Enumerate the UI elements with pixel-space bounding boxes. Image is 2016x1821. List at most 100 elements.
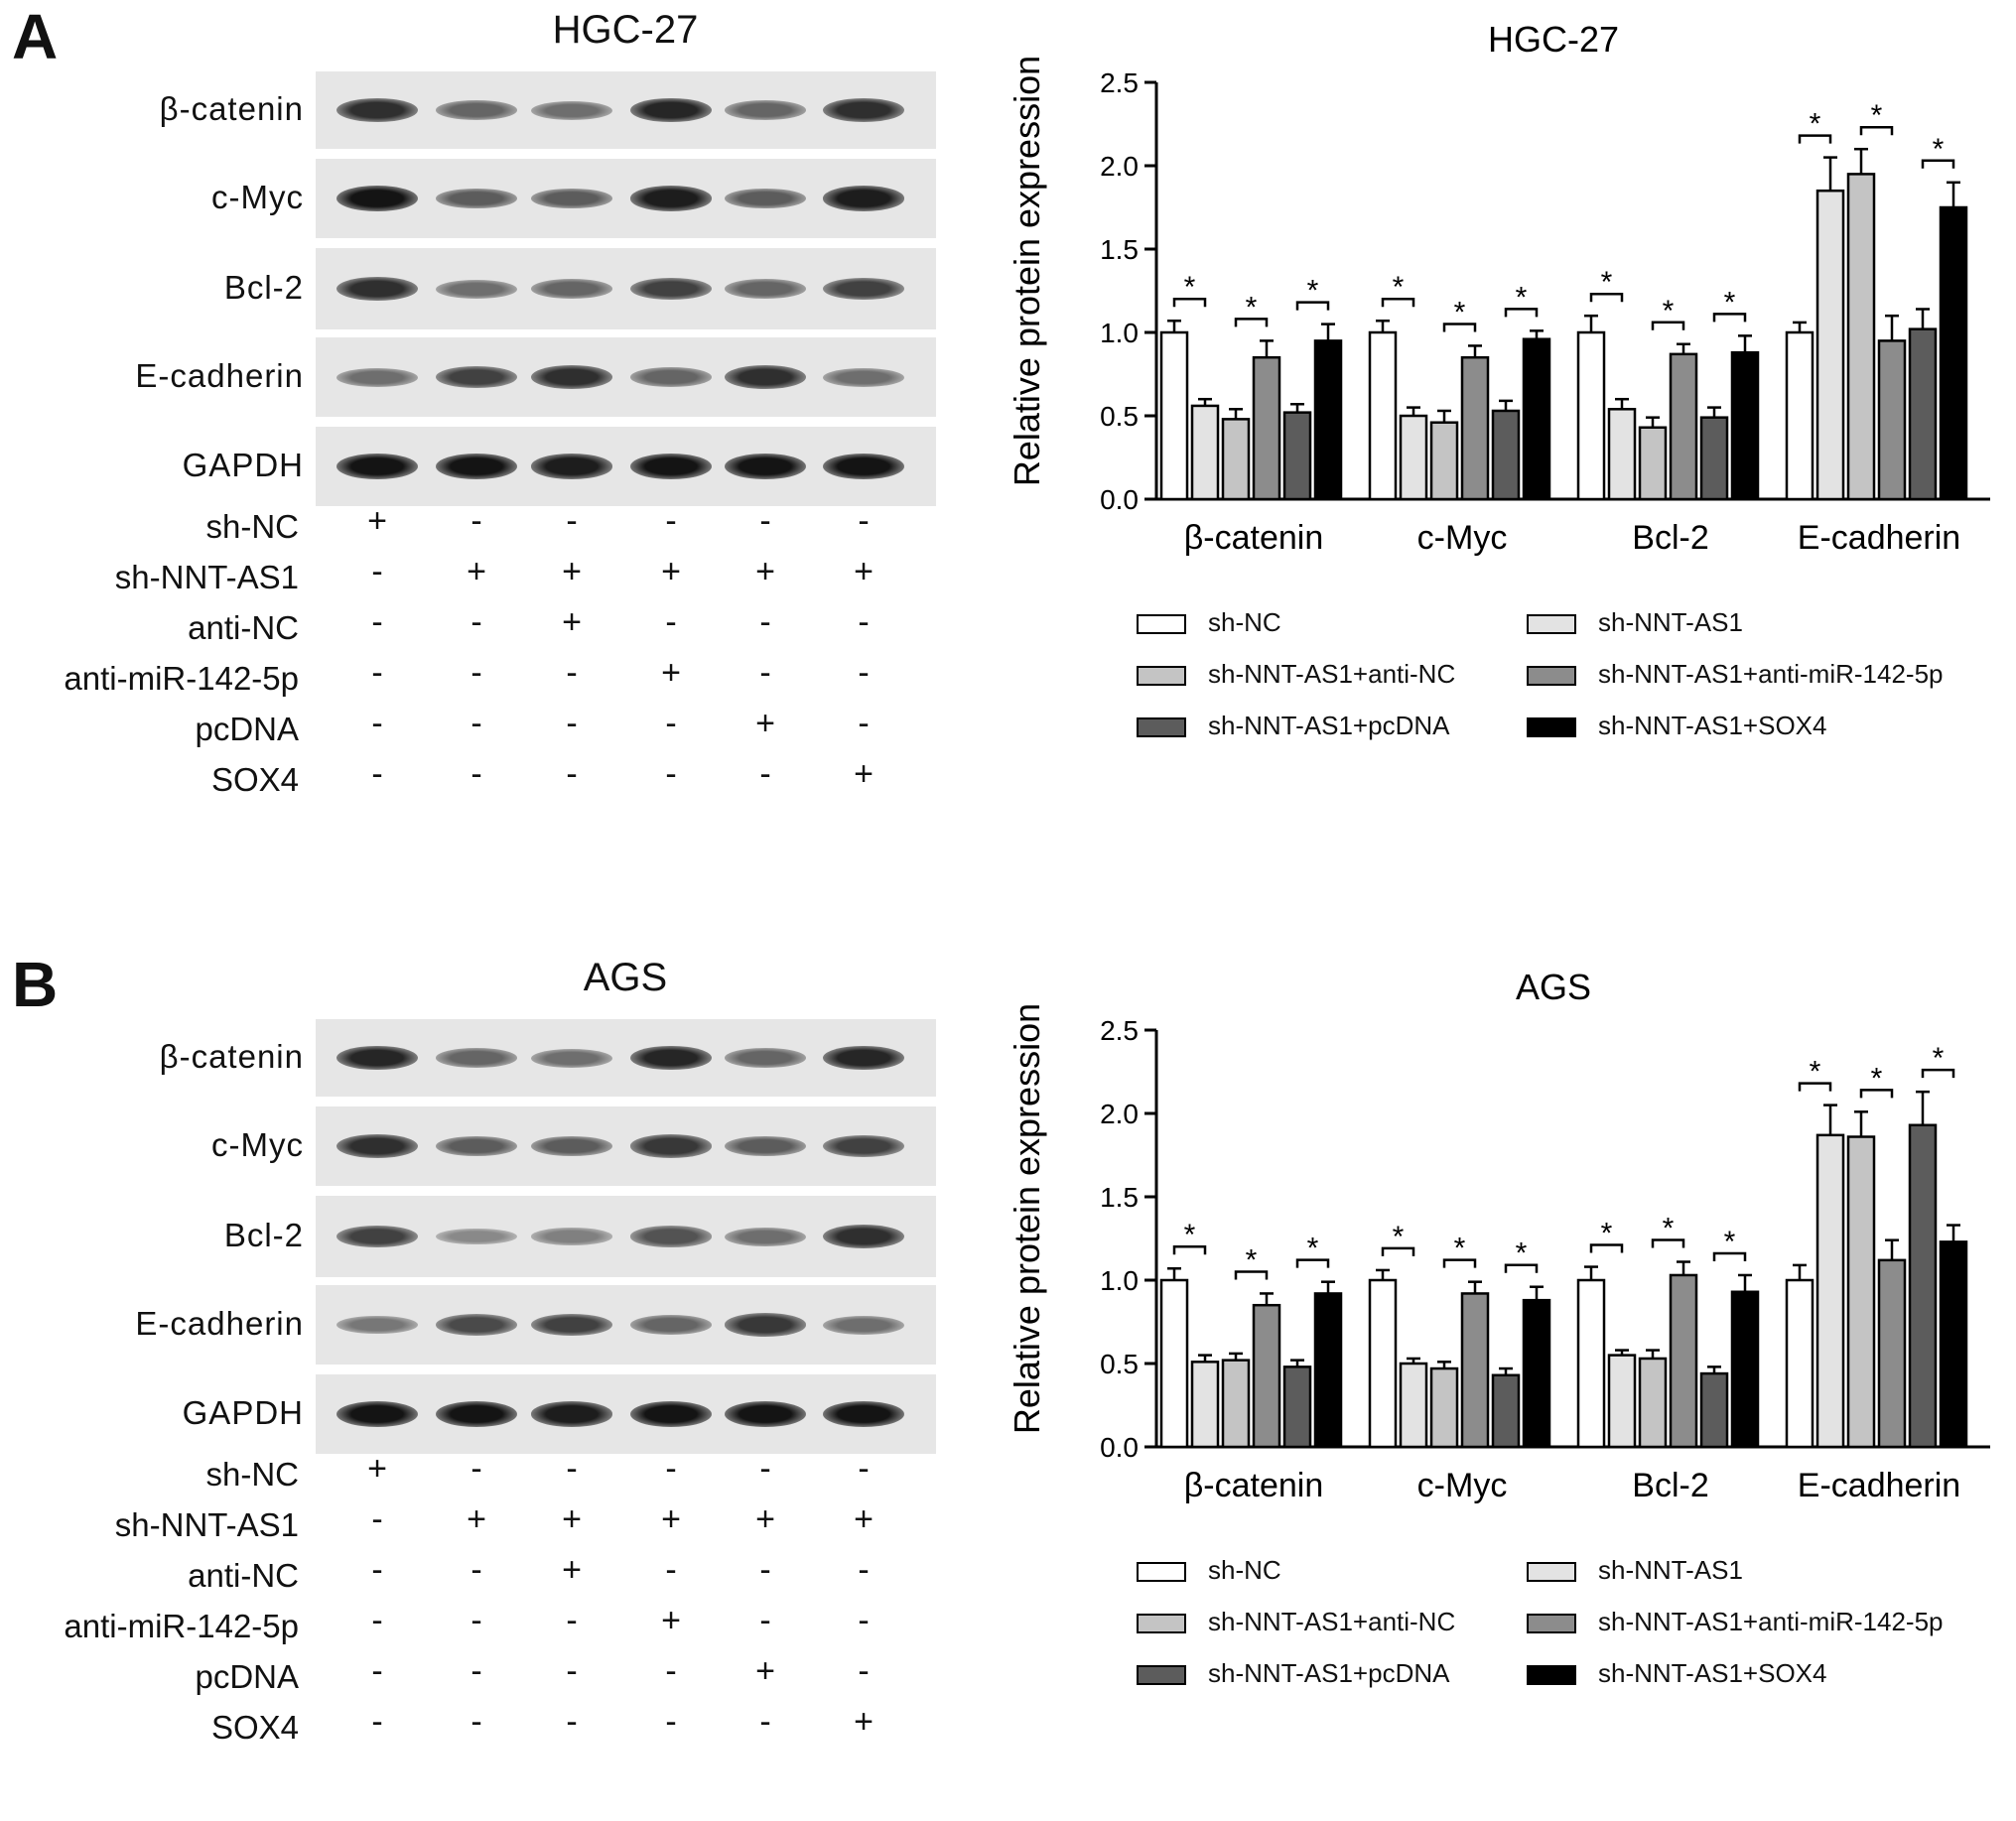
significance-bracket [1295, 301, 1330, 311]
legend-swatch [1527, 1614, 1576, 1634]
bar-sh-nnt-as1-anti-nc [1429, 421, 1459, 501]
condition-sign: - [858, 1551, 870, 1589]
panel-letter: A [12, 1, 59, 72]
protein-band [336, 367, 418, 387]
blot-row-label: GAPDH [182, 1394, 304, 1431]
protein-band [725, 454, 806, 479]
bar-sh-nc [1368, 330, 1398, 501]
bar-sh-nnt-as1-anti-nc [1638, 1357, 1668, 1449]
legend-item: sh-NNT-AS1+pcDNA [1137, 1658, 1449, 1689]
x-tick-label: c-Myc [1417, 1467, 1508, 1504]
protein-band [531, 1135, 612, 1157]
protein-band [336, 1225, 418, 1248]
legend-swatch [1137, 666, 1186, 687]
bar-sh-nnt-as1-anti-nc [1429, 1366, 1459, 1449]
protein-band [436, 279, 517, 299]
significance-star: * [1601, 1218, 1613, 1250]
legend-item: sh-NNT-AS1 [1527, 1555, 1743, 1586]
bar-sh-nnt-as1 [1399, 1362, 1428, 1449]
condition-sign: + [661, 654, 681, 692]
significance-bracket [1589, 1243, 1624, 1253]
blot-row-label: E-cadherin [135, 1305, 304, 1342]
protein-band [630, 1226, 712, 1247]
legend-label: sh-NC [1208, 607, 1281, 637]
blot-row [316, 159, 936, 238]
bar-sh-nnt-as1-sox4 [1522, 1298, 1551, 1449]
protein-band [725, 279, 806, 299]
legend-item: sh-NC [1137, 607, 1281, 638]
condition-sign: - [665, 705, 677, 742]
protein-band [531, 100, 612, 120]
condition-sign: - [759, 1602, 771, 1639]
protein-band [725, 1227, 806, 1246]
legend-item: sh-NNT-AS1 [1527, 607, 1743, 638]
chart-title: AGS [1516, 967, 1591, 1007]
significance-star: * [1933, 133, 1945, 166]
protein-band [630, 1315, 712, 1335]
panel-letter: B [12, 949, 59, 1020]
y-tick-label: 1.5 [1100, 1182, 1139, 1213]
y-axis-label: Relative protein expression [1007, 56, 1047, 486]
bar-sh-nnt-as1-pcdna [1699, 416, 1729, 501]
protein-band [336, 186, 418, 211]
significance-bracket [1921, 159, 1955, 169]
bar-sh-nnt-as1-anti-mir-142-5p [1669, 1273, 1698, 1449]
condition-sign: - [759, 502, 771, 540]
condition-sign: - [566, 654, 578, 692]
significance-star: * [1454, 1233, 1466, 1265]
bar-sh-nnt-as1-anti-nc [1846, 1135, 1876, 1449]
bar-sh-nnt-as1-sox4 [1522, 337, 1551, 501]
protein-band [725, 1313, 806, 1337]
protein-band [436, 454, 517, 479]
protein-band [823, 1315, 904, 1335]
protein-band [336, 1401, 418, 1427]
condition-sign: - [470, 1703, 482, 1741]
condition-sign: + [854, 755, 874, 793]
protein-band [630, 1134, 712, 1158]
condition-sign: - [566, 1652, 578, 1690]
legend-swatch [1137, 614, 1186, 635]
protein-band [436, 1228, 517, 1245]
significance-bracket [1234, 1270, 1269, 1280]
condition-sign: - [665, 755, 677, 793]
significance-star: * [1246, 291, 1258, 324]
condition-sign: - [371, 1652, 383, 1690]
x-tick-label: β-catenin [1184, 1467, 1324, 1504]
blot-row-label: E-cadherin [135, 357, 304, 394]
condition-sign: - [371, 1551, 383, 1589]
legend-item: sh-NNT-AS1+anti-miR-142-5p [1527, 659, 1944, 690]
bar-sh-nnt-as1-anti-nc [1846, 173, 1876, 501]
protein-band [823, 1134, 904, 1158]
significance-star: * [1184, 271, 1196, 304]
protein-band [336, 98, 418, 122]
condition-sign: - [371, 1500, 383, 1538]
bar-sh-nc [1368, 1278, 1398, 1449]
condition-sign: - [759, 755, 771, 793]
significance-star: * [1307, 1233, 1319, 1265]
bar-sh-nnt-as1-anti-nc [1221, 1359, 1251, 1449]
significance-bracket [1651, 321, 1685, 330]
bar-chart: AGS Relative protein expression 0.0 0.5 1.0 1… [1007, 967, 1990, 1504]
protein-band [725, 188, 806, 209]
legend-label: sh-NNT-AS1+SOX4 [1598, 1658, 1827, 1688]
protein-band [531, 365, 612, 389]
bar-sh-nnt-as1-anti-mir-142-5p [1252, 1303, 1281, 1449]
condition-sign: + [854, 1703, 874, 1741]
protein-band [531, 188, 612, 209]
condition-label: sh-NNT-AS1 [114, 559, 299, 595]
condition-sign: - [470, 1450, 482, 1488]
blot-row [316, 1106, 936, 1186]
significance-star: * [1454, 296, 1466, 328]
legend-label: sh-NNT-AS1+anti-miR-142-5p [1598, 1607, 1944, 1636]
condition-sign: + [755, 1500, 775, 1538]
condition-sign: - [566, 755, 578, 793]
significance-bracket [1921, 1068, 1955, 1079]
protein-band [630, 1045, 712, 1071]
condition-sign: - [566, 502, 578, 540]
significance-bracket [1859, 125, 1894, 136]
bar-sh-nnt-as1-pcdna [1908, 1123, 1938, 1449]
blot-row-label: β-catenin [159, 90, 304, 127]
bar-sh-nnt-as1-anti-mir-142-5p [1460, 1292, 1490, 1449]
significance-bracket [1172, 297, 1207, 308]
condition-label: SOX4 [210, 761, 299, 798]
